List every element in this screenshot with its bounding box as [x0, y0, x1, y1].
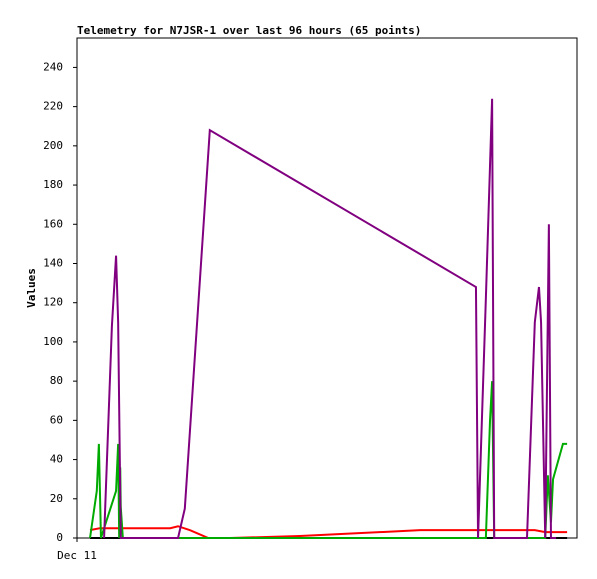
x-tick-label: Dec 11	[57, 549, 97, 562]
y-tick-label: 60	[50, 413, 63, 426]
y-tick-label: 240	[43, 60, 63, 73]
y-axis-label: Values	[25, 268, 38, 308]
y-tick-label: 80	[50, 374, 63, 387]
series-line	[103, 98, 557, 539]
y-tick-label: 160	[43, 217, 63, 230]
y-tick-label: 20	[50, 492, 63, 505]
y-tick-label: 0	[56, 531, 63, 544]
y-tick-label: 220	[43, 100, 63, 113]
y-tick-label: 40	[50, 453, 63, 466]
y-tick-label: 100	[43, 335, 63, 348]
y-tick-label: 140	[43, 256, 63, 269]
plot-frame	[76, 37, 578, 539]
y-tick-label: 200	[43, 139, 63, 152]
y-tick-label: 120	[43, 296, 63, 309]
y-tick-label: 180	[43, 178, 63, 191]
chart-title: Telemetry for N7JSR-1 over last 96 hours…	[77, 24, 421, 37]
